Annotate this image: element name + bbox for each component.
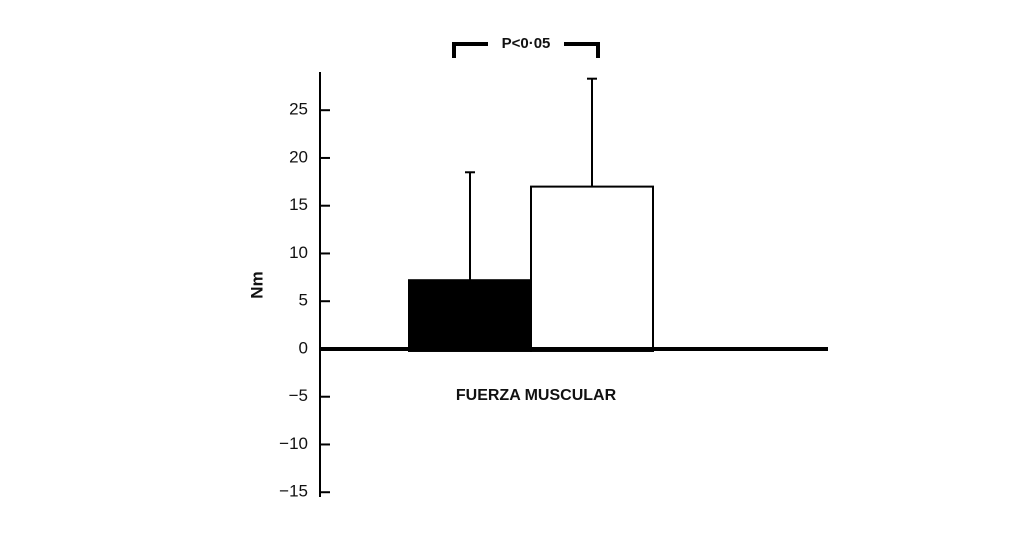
- bar: [408, 279, 532, 352]
- y-tick-label: 20: [289, 147, 308, 166]
- y-tick-label: 25: [289, 100, 308, 119]
- x-axis-label: FUERZA MUSCULAR: [456, 387, 617, 404]
- y-tick-label: 0: [299, 338, 308, 357]
- bar: [530, 185, 654, 352]
- y-tick-label: −15: [279, 482, 308, 501]
- y-tick-label: 5: [299, 291, 308, 310]
- significance-bracket: [452, 42, 600, 58]
- y-tick-label: 15: [289, 195, 308, 214]
- y-tick-label: 10: [289, 243, 308, 262]
- annotation: P<0·05: [502, 35, 551, 52]
- y-tick-label: −5: [289, 386, 308, 405]
- y-axis-label: Nm: [247, 271, 266, 298]
- y-tick-label: −10: [279, 434, 308, 453]
